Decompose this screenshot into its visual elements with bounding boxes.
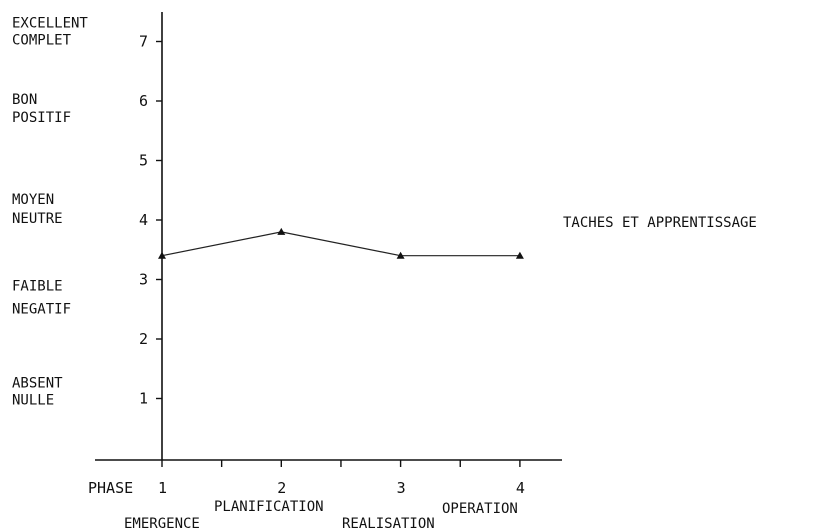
y-category-label: ABSENT	[12, 376, 63, 392]
y-category-label: NEUTRE	[12, 211, 63, 227]
y-category-label: MOYEN	[12, 192, 54, 208]
y-category-label: NEGATIF	[12, 302, 71, 318]
y-tick-label: 5	[139, 152, 148, 170]
y-tick-label: 4	[139, 211, 148, 229]
axes	[95, 12, 562, 461]
y-tick-label: 6	[139, 92, 148, 110]
y-tick-label: 2	[139, 330, 148, 348]
x-phase-label: REALISATION	[342, 516, 435, 532]
y-category-label: POSITIF	[12, 110, 71, 126]
x-tick-label: 2	[277, 479, 286, 497]
x-phase-label: OPERATION	[442, 501, 518, 517]
y-axis-ticks: 1 2 3 4 5 6 7	[139, 33, 162, 408]
data-point-marker	[158, 251, 166, 259]
data-point-marker	[515, 251, 524, 259]
y-category-label: BON	[12, 92, 37, 108]
y-category-label: FAIBLE	[12, 279, 63, 295]
x-phase-label: EMERGENCE	[124, 516, 200, 532]
y-tick-label: 7	[139, 33, 148, 51]
x-tick-label: 3	[397, 479, 406, 497]
series-group	[158, 227, 524, 259]
x-tick-label: 1	[158, 479, 167, 497]
series-line	[161, 231, 520, 257]
x-axis-prefix-label: PHASE	[88, 479, 133, 497]
y-tick-label: 3	[139, 271, 148, 289]
y-tick-label: 1	[139, 390, 148, 408]
series-label: TACHES ET APPRENTISSAGE	[563, 215, 757, 231]
y-category-label: NULLE	[12, 393, 54, 409]
x-tick-label: 4	[516, 479, 525, 497]
y-category-label: EXCELLENT	[12, 16, 88, 32]
y-category-label: COMPLET	[12, 33, 72, 49]
data-point-marker	[396, 251, 405, 259]
x-phase-label: PLANIFICATION	[214, 499, 324, 515]
x-phase-labels: EMERGENCE PLANIFICATION REALISATION OPERATI…	[124, 499, 518, 532]
data-point-marker	[277, 227, 286, 235]
x-axis-ticks: 1 2 3 4	[158, 460, 525, 497]
